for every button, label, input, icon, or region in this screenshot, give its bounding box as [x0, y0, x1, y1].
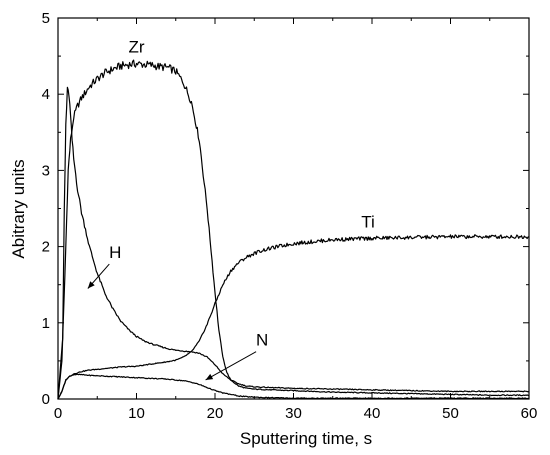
annotation-arrowhead-h	[87, 281, 95, 289]
x-axis-label: Sputtering time, s	[240, 429, 372, 448]
y-axis-label: Abitrary units	[9, 159, 28, 258]
y-tick-label: 3	[42, 162, 50, 179]
series-line-h	[57, 86, 530, 400]
series-line-n	[57, 373, 530, 400]
series-line-zr	[57, 59, 530, 400]
series-line-ti	[57, 234, 530, 400]
annotation-zr: Zr	[128, 37, 144, 56]
series-layer	[57, 59, 530, 400]
annotation-layer: Zr Ti H N	[87, 37, 375, 381]
annotation-ti: Ti	[361, 213, 375, 232]
y-tick-label: 4	[42, 86, 50, 103]
x-tick-label: 0	[54, 405, 62, 422]
x-tick-label: 30	[285, 405, 302, 422]
x-tick-label: 60	[521, 405, 538, 422]
annotation-arrow-n	[205, 351, 257, 381]
y-tick-label: 0	[42, 391, 50, 408]
x-tick-label: 40	[364, 405, 381, 422]
plot-frame	[57, 17, 530, 400]
y-tick-label: 2	[42, 239, 50, 256]
annotation-n: N	[256, 331, 268, 350]
x-tick-label: 10	[128, 405, 145, 422]
annotation-arrowhead-n	[205, 373, 214, 380]
x-tick-label: 20	[207, 405, 224, 422]
y-tick-label: 5	[42, 10, 50, 27]
annotation-h: H	[109, 243, 121, 262]
y-tick-label: 1	[42, 315, 50, 332]
axes: 0 10 20 30 40 50 60 0 1 2 3 4 5	[42, 10, 538, 422]
x-tick-label: 50	[442, 405, 459, 422]
